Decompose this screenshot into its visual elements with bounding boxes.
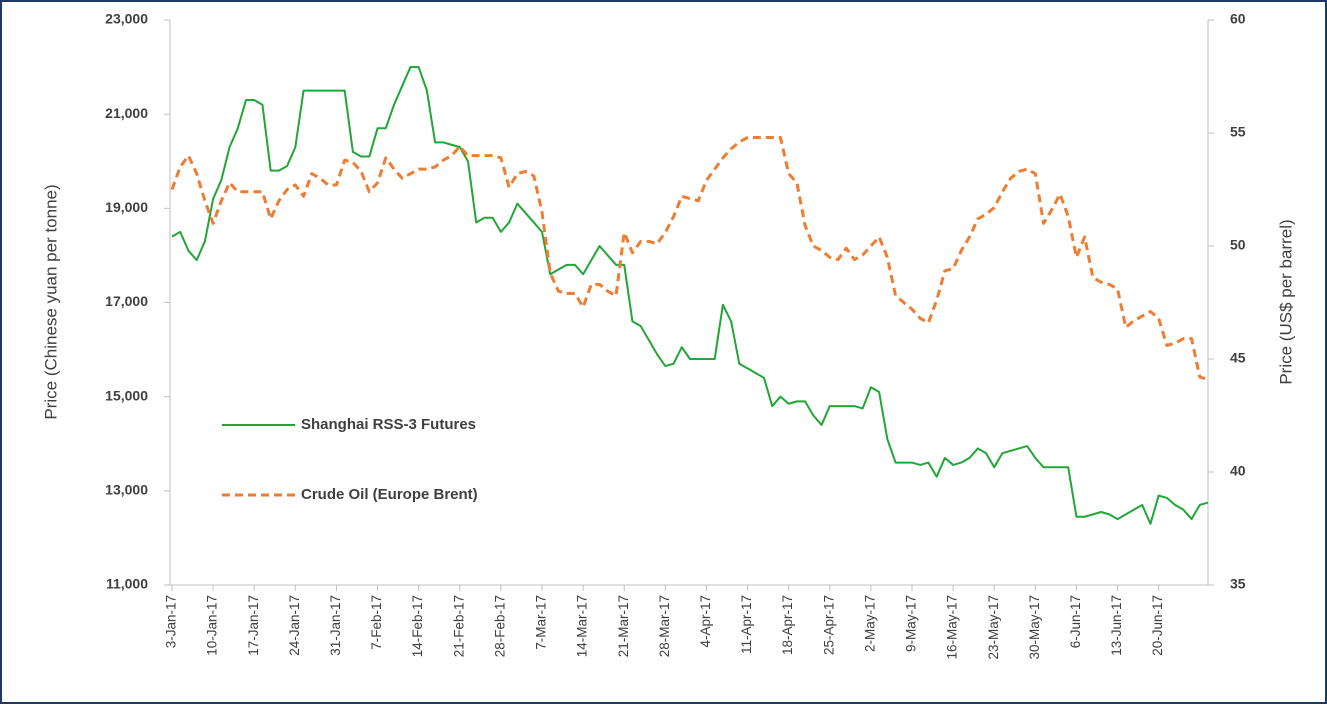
y-tick-label: 15,000 (105, 387, 148, 403)
series-line (170, 136, 1209, 381)
y2-tick-label: 40 (1230, 463, 1246, 479)
y-axis-label: Price (Chinese yuan per tonne) (41, 184, 60, 419)
x-tick-label: 2-May-17 (862, 595, 877, 652)
x-tick-label: 31-Jan-17 (328, 595, 343, 656)
x-tick-label: 7-Feb-17 (369, 595, 384, 650)
x-tick-label: 21-Feb-17 (451, 595, 466, 657)
x-tick-label: 6-Jun-17 (1068, 595, 1083, 648)
x-tick-label: 16-May-17 (945, 595, 960, 660)
y-tick-label: 11,000 (106, 576, 148, 592)
x-tick-label: 7-Mar-17 (534, 595, 549, 650)
legend-label: Shanghai RSS-3 Futures (301, 416, 476, 433)
y-tick-label: 13,000 (105, 482, 148, 498)
x-tick-label: 21-Mar-17 (616, 595, 631, 657)
x-tick-label: 25-Apr-17 (821, 595, 836, 655)
x-tick-label: 24-Jan-17 (287, 595, 302, 656)
y-tick-label: 23,000 (105, 11, 148, 27)
y2-tick-label: 60 (1230, 11, 1246, 27)
x-tick-label: 17-Jan-17 (246, 595, 261, 656)
y2-axis-label: Price (US$ per barrel) (1276, 219, 1295, 384)
x-tick-label: 10-Jan-17 (205, 595, 220, 656)
x-tick-label: 20-Jun-17 (1150, 595, 1165, 656)
series-line (171, 66, 1209, 525)
x-tick-label: 13-Jun-17 (1109, 595, 1124, 656)
x-tick-label: 30-May-17 (1027, 595, 1042, 660)
y2-tick-label: 35 (1230, 576, 1246, 592)
y-tick-label: 17,000 (105, 293, 148, 309)
x-tick-label: 3-Jan-17 (164, 595, 179, 648)
x-tick-label: 4-Apr-17 (698, 595, 713, 648)
x-tick-label: 11-Apr-17 (739, 595, 754, 654)
y-tick-label: 19,000 (105, 199, 148, 215)
y-tick-label: 21,000 (105, 105, 148, 121)
x-tick-label: 18-Apr-17 (780, 595, 795, 655)
y2-tick-label: 55 (1230, 124, 1246, 140)
x-tick-label: 28-Mar-17 (657, 595, 672, 657)
x-tick-label: 28-Feb-17 (492, 595, 507, 657)
y2-tick-label: 45 (1230, 350, 1246, 366)
x-tick-label: 9-May-17 (904, 595, 919, 652)
x-tick-label: 14-Mar-17 (575, 595, 590, 657)
x-tick-label: 14-Feb-17 (410, 595, 425, 657)
x-tick-label: 23-May-17 (986, 595, 1001, 660)
legend-label: Crude Oil (Europe Brent) (301, 486, 478, 503)
y2-tick-label: 50 (1230, 237, 1246, 253)
